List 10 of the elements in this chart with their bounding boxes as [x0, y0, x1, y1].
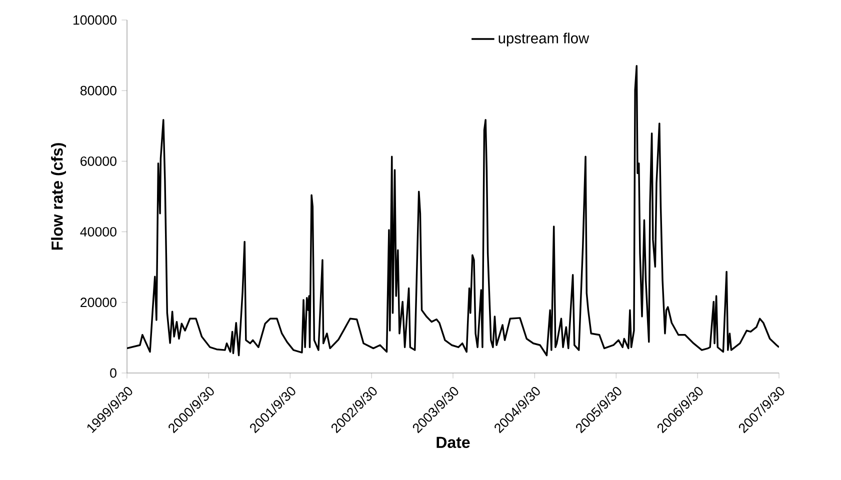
y-tick-label: 80000 [80, 86, 116, 96]
y-tick-label: 100000 [73, 15, 116, 25]
y-tick-label: 60000 [80, 156, 116, 166]
legend-label: upstream flow [498, 32, 590, 46]
line-series [127, 65, 780, 356]
y-tick-label: 40000 [80, 227, 116, 237]
y-tick-label: 20000 [80, 298, 116, 308]
y-axis-title: Flow rate (cfs) [51, 143, 66, 250]
x-axis-title: Date [436, 436, 470, 448]
y-tick-label: 0 [110, 368, 116, 378]
